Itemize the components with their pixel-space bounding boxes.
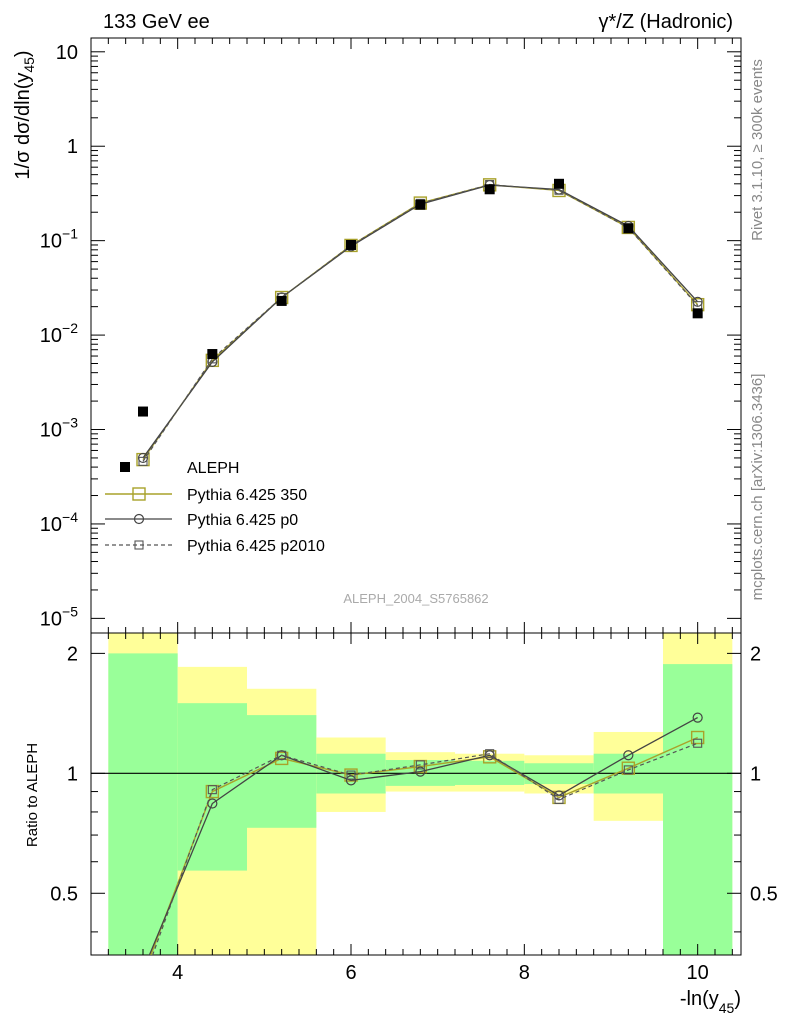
- y-tick-label: 1: [67, 136, 78, 158]
- y-tick-label: 10−4: [40, 509, 78, 536]
- series-line-p350: [142, 184, 699, 461]
- x-tick-label: 10: [687, 962, 709, 984]
- ratio-frame: [90, 632, 742, 956]
- data-point-aleph: [207, 349, 218, 360]
- ratio-point-p350: [690, 730, 705, 745]
- ratio-point-p0: [623, 750, 634, 761]
- point-p2010: [138, 456, 148, 466]
- main-ylabel: 1/σ dσ/dln(y45): [12, 50, 37, 179]
- legend-marker-p2010: [134, 540, 144, 550]
- ratio-series: [148, 712, 705, 955]
- ratio-bands: [108, 633, 733, 955]
- data-point-aleph: [623, 223, 634, 234]
- x-tick-label: 4: [172, 962, 183, 984]
- ratio-panel: [90, 632, 742, 956]
- ratio-ytick-label-right: 1: [750, 763, 761, 785]
- ratio-point-p350: [344, 768, 358, 782]
- ratio-point-p2010: [693, 738, 703, 748]
- legend-label-p350: Pythia 6.425 350: [187, 487, 307, 504]
- svg-text:1/σ dσ/dln(y45): 1/σ dσ/dln(y45): [12, 50, 37, 179]
- y-tick-label: 10: [56, 42, 78, 64]
- y-tick-label: 10−3: [40, 415, 78, 442]
- ratio-point-p0: [345, 775, 357, 786]
- mcplots-label: mcplots.cern.ch [arXiv:1306.3436]: [749, 374, 766, 601]
- x-tick-label: 6: [345, 962, 356, 984]
- svg-text:-ln(y45): -ln(y45): [680, 988, 741, 1016]
- legend-label-p0: Pythia 6.425 p0: [187, 512, 298, 529]
- series-line-p0: [142, 184, 699, 459]
- ratio-point-p2010: [207, 785, 217, 795]
- header-left: 133 GeV ee: [103, 11, 210, 33]
- legend-marker-aleph: [120, 462, 130, 472]
- xlabel: -ln(y45): [680, 988, 741, 1016]
- ratio-line-p2010: [151, 742, 698, 955]
- ratio-point-p2010: [485, 749, 495, 759]
- legend: ALEPH Pythia 6.425 350 Pythia 6.425 p0 Pyth…: [105, 460, 325, 555]
- y-tick-label: 10−1: [40, 226, 78, 253]
- x-tick-label: 8: [519, 962, 530, 984]
- data-point-aleph: [484, 184, 495, 195]
- ratio-point-p2010: [415, 760, 425, 770]
- data-point-aleph: [276, 295, 287, 306]
- ratio-ytick-label: 1: [67, 763, 78, 785]
- ratio-ytick-label-right: 2: [750, 643, 761, 665]
- data-point-aleph: [415, 199, 426, 210]
- ratio-point-p0: [692, 712, 703, 723]
- header-right: γ*/Z (Hadronic): [599, 11, 733, 33]
- analysis-watermark: ALEPH_2004_S5765862: [343, 591, 488, 606]
- legend-label-data: ALEPH: [187, 460, 239, 477]
- legend-label-p2010: Pythia 6.425 p2010: [187, 538, 325, 555]
- ratio-point-p0: [415, 766, 426, 777]
- ratio-point-p2010: [277, 750, 287, 760]
- ratio-ytick-label-right: 0.5: [750, 883, 778, 905]
- data-point-aleph: [138, 406, 148, 417]
- data-point-aleph: [346, 239, 356, 250]
- ratio-point-p2010: [554, 794, 564, 804]
- ratio-point-p2010: [623, 765, 633, 775]
- y-tick-label: 10−5: [40, 603, 78, 630]
- series-line-p2010: [142, 183, 699, 462]
- ratio-ylabel: Ratio to ALEPH: [24, 743, 41, 847]
- rivet-label: Rivet 3.1.10, ≥ 300k events: [749, 59, 766, 241]
- ratio-line-p0: [148, 717, 698, 955]
- legend-marker-p350: [132, 487, 146, 501]
- main-chart-layer: 10 1 10−1 10−2 10−3 10−4 10−5: [40, 42, 705, 630]
- ratio-ytick-label: 0.5: [50, 883, 78, 905]
- ratio-ytick-label: 2: [67, 643, 78, 665]
- data-point-aleph: [692, 308, 703, 319]
- y-tick-label: 10−2: [40, 320, 78, 347]
- band-inner-0: [108, 653, 178, 955]
- data-point-aleph: [554, 178, 564, 189]
- ratio-point-p2010: [346, 770, 356, 780]
- legend-marker-p0: [133, 513, 145, 525]
- ratio-chart-layer: 4 6 8 10 0.5 0.5 1 1 2 2: [50, 643, 778, 984]
